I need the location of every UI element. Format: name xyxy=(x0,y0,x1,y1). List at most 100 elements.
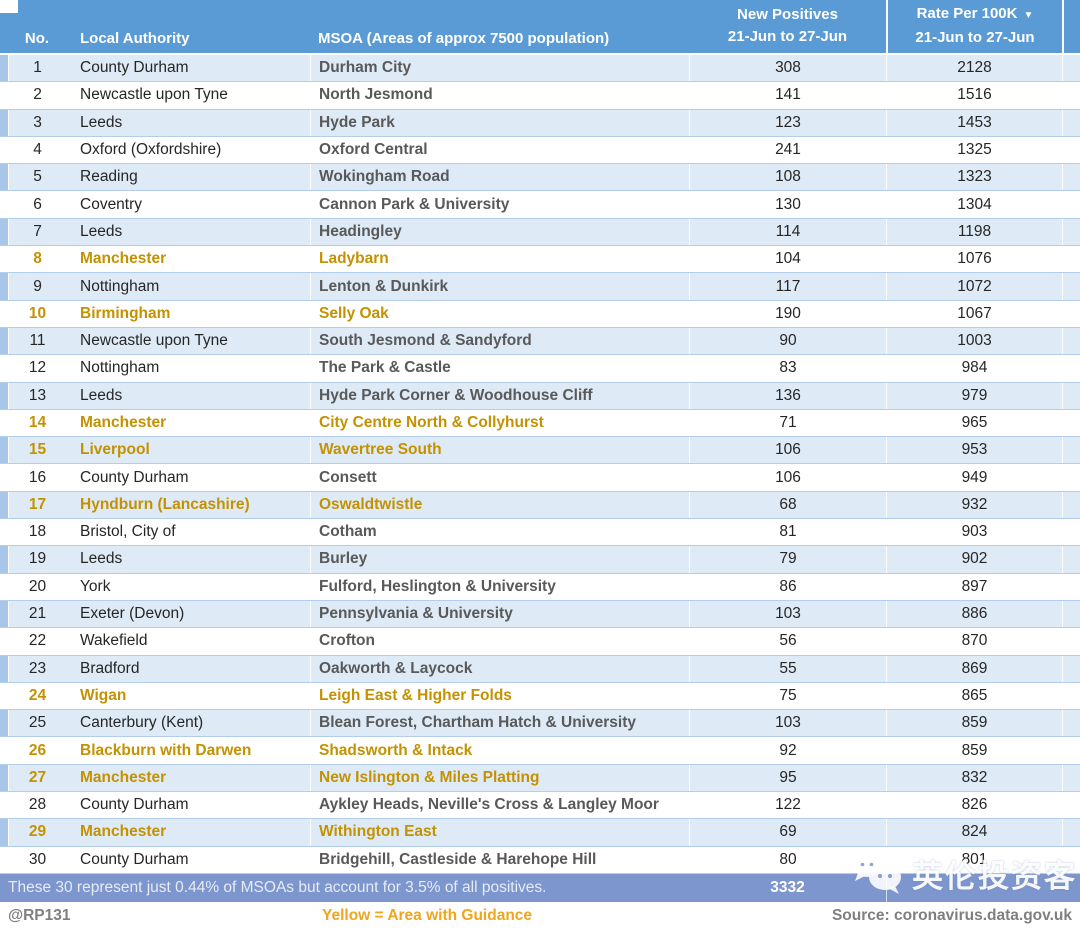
cell-local-authority: Wakefield xyxy=(80,632,148,650)
cell-new-positives: 122 xyxy=(689,792,886,819)
table-body: 1 County Durham Durham City 308 2128 2 Newcast… xyxy=(0,55,1080,874)
cell-new-positives: 56 xyxy=(689,628,886,655)
cell-rate: 1198 xyxy=(886,218,1062,246)
row-accent-strip xyxy=(0,710,8,737)
table-row: 18 Bristol, City of Cotham 81 903 xyxy=(0,519,1080,547)
cell-new-positives: 75 xyxy=(689,682,886,710)
cell-rate: 1325 xyxy=(886,136,1062,164)
table-header: No. Local Authority MSOA (Areas of appro… xyxy=(0,0,1080,55)
row-accent-strip xyxy=(0,246,8,272)
column-header-msoa-label: MSOA (Areas of approx 7500 population) xyxy=(318,30,610,47)
cell-right-strip xyxy=(1062,327,1080,355)
cell-no: 19 xyxy=(8,546,66,573)
cell-rate: 1072 xyxy=(886,273,1062,300)
cell-new-positives: 130 xyxy=(689,191,886,218)
cell-msoa: Wokingham Road xyxy=(310,164,689,191)
cell-right-strip xyxy=(1062,792,1080,819)
rate-period: 21-Jun to 27-Jun xyxy=(915,28,1035,46)
cell-new-positives: 55 xyxy=(689,655,886,682)
cell-no: 4 xyxy=(8,136,66,164)
cell-no: 16 xyxy=(8,464,66,491)
cell-msoa: Aykley Heads, Neville's Cross & Langley … xyxy=(310,792,689,819)
cell-msoa: Leigh East & Higher Folds xyxy=(310,682,689,710)
cell-msoa: Durham City xyxy=(310,55,689,82)
row-accent-strip xyxy=(0,737,8,763)
row-accent-strip xyxy=(0,437,8,464)
author-handle: @RP131 xyxy=(8,906,71,924)
summary-rate-cell xyxy=(886,873,1062,902)
cell-new-positives: 95 xyxy=(689,764,886,792)
row-accent-strip xyxy=(0,600,8,628)
header-right-strip xyxy=(1062,0,1080,53)
cell-no: 17 xyxy=(8,491,66,519)
cell-no: 20 xyxy=(8,573,66,600)
cell-no: 26 xyxy=(8,737,66,764)
cell-new-positives: 114 xyxy=(689,218,886,246)
cell-no: 22 xyxy=(8,628,66,655)
table-row: 10 Birmingham Selly Oak 190 1067 xyxy=(0,300,1080,328)
row-accent-strip xyxy=(0,301,8,327)
cell-no: 29 xyxy=(8,819,66,846)
cell-msoa: Cotham xyxy=(310,519,689,546)
table-row: 25 Canterbury (Kent) Blean Forest, Chartha… xyxy=(0,710,1080,738)
cell-new-positives: 117 xyxy=(689,273,886,300)
row-accent-strip xyxy=(0,683,8,709)
cell-new-positives: 136 xyxy=(689,382,886,409)
cell-msoa: Oakworth & Laycock xyxy=(310,655,689,682)
cell-right-strip xyxy=(1062,55,1080,82)
cell-local-authority: Birmingham xyxy=(80,304,171,322)
cell-local-authority: Wigan xyxy=(80,686,127,704)
cell-right-strip xyxy=(1062,491,1080,519)
cell-msoa: The Park & Castle xyxy=(310,355,689,382)
cell-msoa: Shadsworth & Intack xyxy=(310,737,689,764)
cell-no: 5 xyxy=(8,164,66,191)
sort-descending-icon[interactable]: ▼ xyxy=(1023,9,1034,21)
column-header-no-label: No. xyxy=(24,30,50,47)
cell-no: 18 xyxy=(8,519,66,546)
row-accent-strip xyxy=(0,82,8,108)
cell-no: 6 xyxy=(8,191,66,218)
column-header-new-positives: New Positives 21-Jun to 27-Jun xyxy=(689,0,886,53)
cell-local-authority: County Durham xyxy=(80,59,189,77)
cell-no: 10 xyxy=(8,300,66,327)
cell-msoa: Bridgehill, Castleside & Harehope Hill xyxy=(310,846,689,873)
cell-right-strip xyxy=(1062,600,1080,628)
cell-no: 1 xyxy=(8,55,66,82)
cell-new-positives: 103 xyxy=(689,600,886,628)
cell-no: 15 xyxy=(8,437,66,464)
cell-msoa: Oxford Central xyxy=(310,136,689,164)
table-row: 7 Leeds Headingley 114 1198 xyxy=(0,218,1080,247)
yellow-legend: Yellow = Area with Guidance xyxy=(322,906,533,924)
cell-no: 21 xyxy=(8,600,66,628)
cell-rate: 953 xyxy=(886,437,1062,464)
cell-right-strip xyxy=(1062,764,1080,792)
cell-right-strip xyxy=(1062,573,1080,600)
rate-label-line: Rate Per 100K ▼ xyxy=(917,3,1034,27)
cell-right-strip xyxy=(1062,218,1080,246)
cell-right-strip xyxy=(1062,464,1080,491)
cell-msoa: Selly Oak xyxy=(310,300,689,327)
cell-new-positives: 106 xyxy=(689,464,886,491)
summary-right-strip xyxy=(1062,874,1080,902)
cell-right-strip xyxy=(1062,246,1080,273)
cell-no: 23 xyxy=(8,655,66,682)
cell-rate: 869 xyxy=(886,655,1062,682)
row-accent-strip xyxy=(0,655,8,682)
cell-right-strip xyxy=(1062,437,1080,464)
row-accent-strip xyxy=(0,792,8,818)
cell-rate: 897 xyxy=(886,573,1062,600)
column-header-msoa: MSOA (Areas of approx 7500 population) xyxy=(310,0,689,53)
cell-local-authority: Nottingham xyxy=(80,277,160,295)
cell-new-positives: 104 xyxy=(689,246,886,273)
cell-msoa: Lenton & Dunkirk xyxy=(310,273,689,300)
row-accent-strip xyxy=(0,546,8,573)
cell-no: 7 xyxy=(8,218,66,246)
cell-rate: 832 xyxy=(886,764,1062,792)
row-accent-strip xyxy=(0,355,8,381)
cell-local-authority: Nottingham xyxy=(80,359,160,377)
cell-local-authority: Leeds xyxy=(80,550,123,568)
table-row: 17 Hyndburn (Lancashire) Oswaldtwistle 68 93… xyxy=(0,491,1080,520)
cell-local-authority: County Durham xyxy=(80,796,189,814)
row-accent-strip xyxy=(0,819,8,846)
cell-msoa: Crofton xyxy=(310,628,689,655)
